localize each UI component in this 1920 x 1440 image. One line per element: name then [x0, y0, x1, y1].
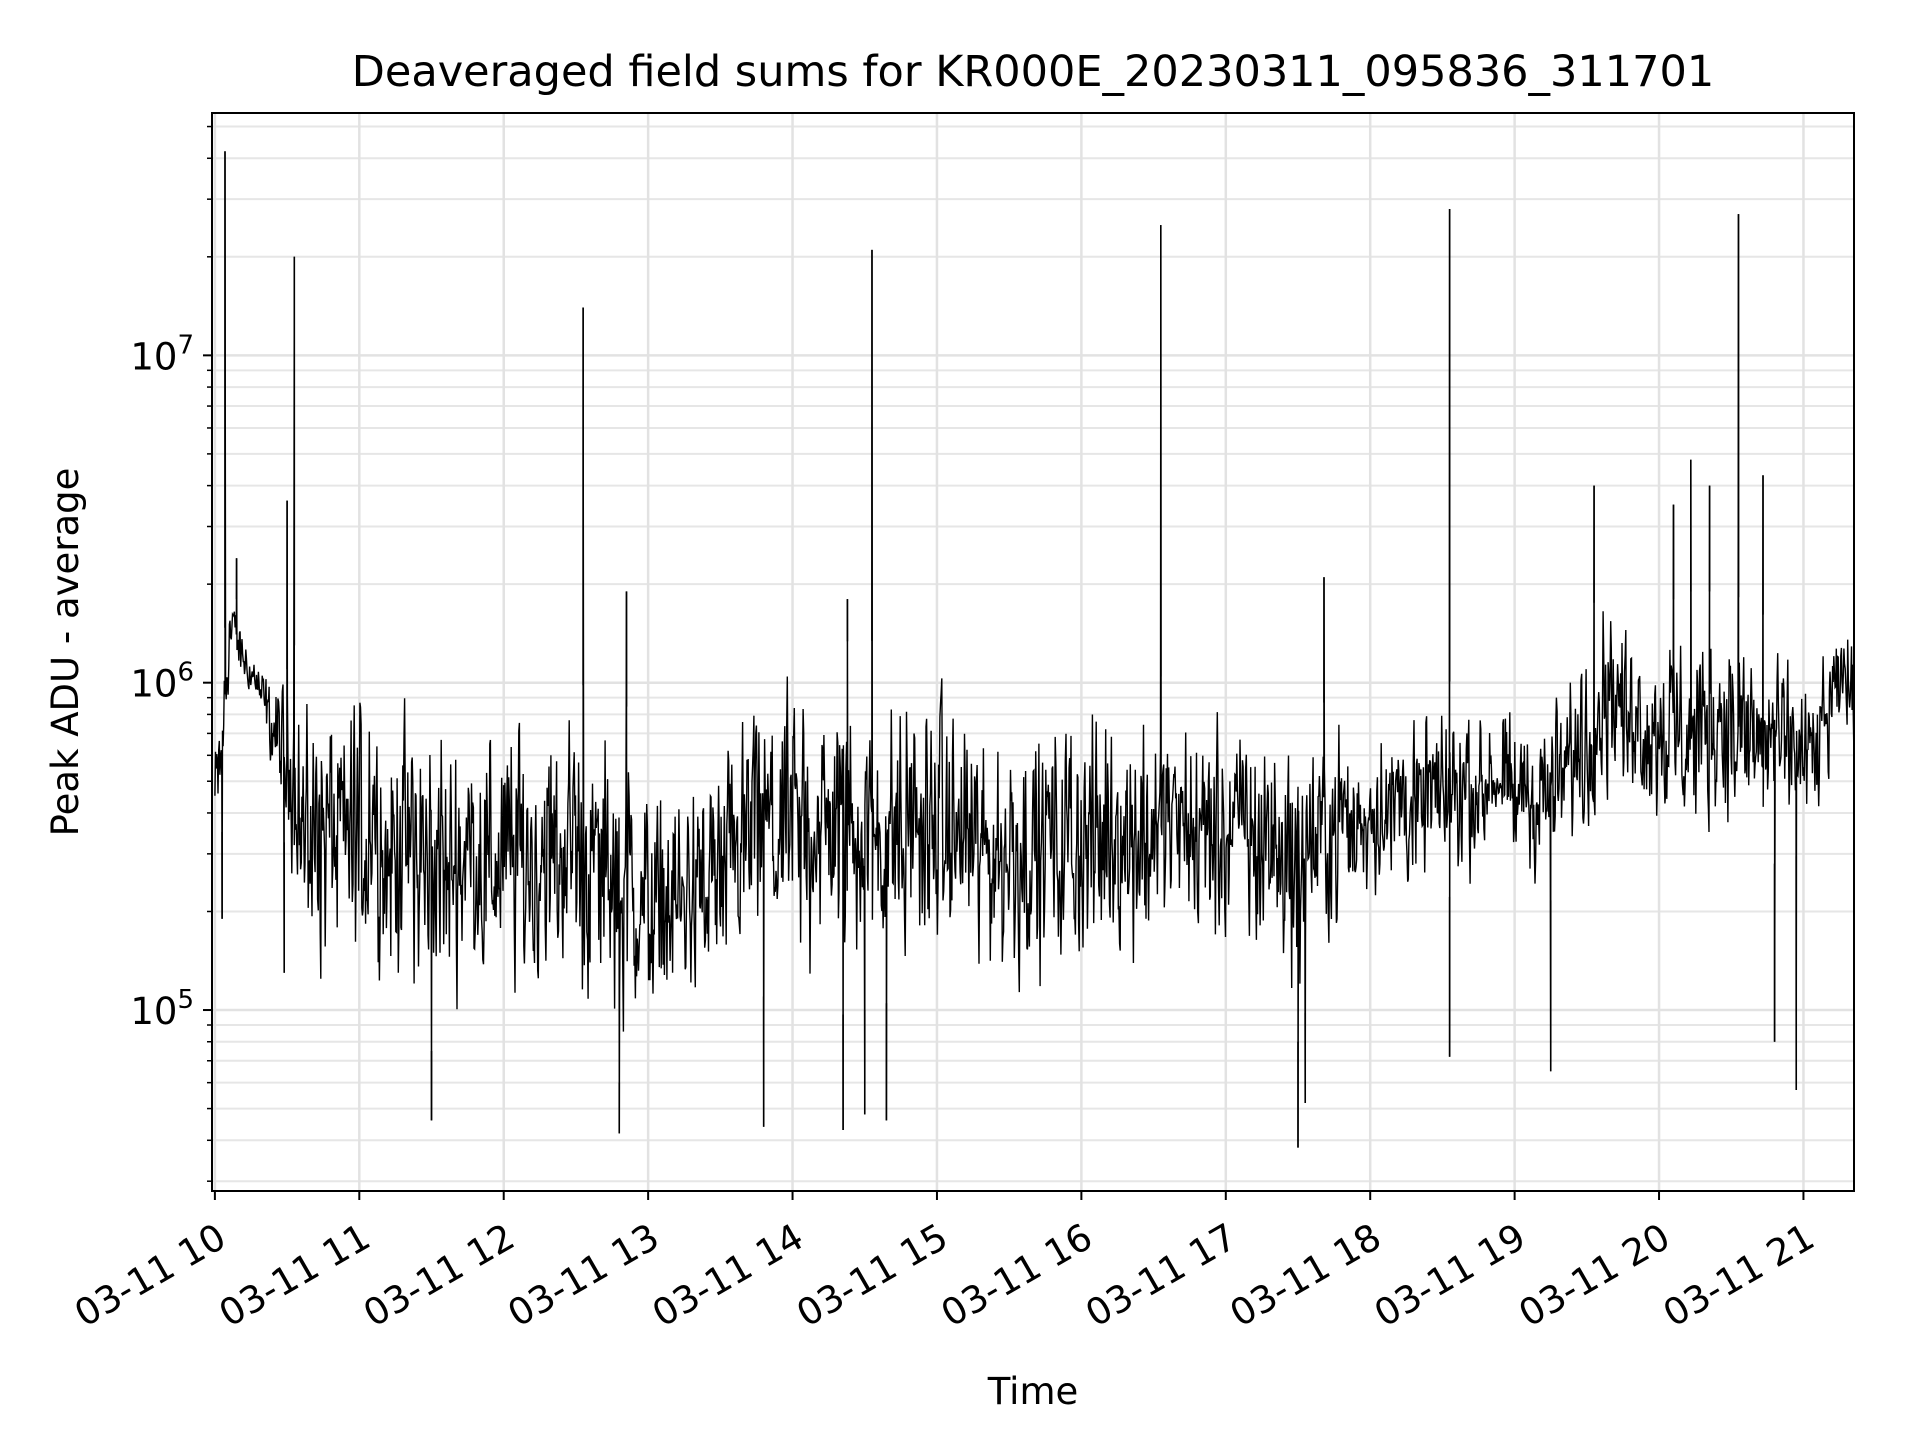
y-tick-label: 107	[130, 330, 194, 378]
major-gridlines	[212, 113, 1854, 1191]
series-line	[214, 151, 1855, 1148]
y-axis-ticks: 105 106 107	[130, 125, 212, 1182]
plot-frame	[211, 112, 1855, 1192]
chart-title: Deaveraged field sums for KR000E_2023031…	[352, 47, 1714, 97]
y-axis-label: Peak ADU - average	[44, 468, 87, 837]
y-tick-label: 106	[130, 658, 194, 706]
y-tick-label: 105	[130, 985, 194, 1033]
series-layer	[214, 151, 1855, 1148]
x-axis-label: Time	[987, 1370, 1079, 1413]
